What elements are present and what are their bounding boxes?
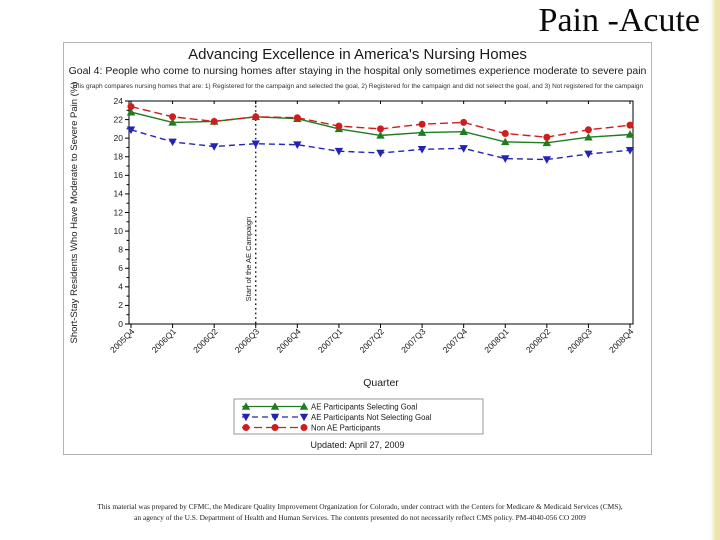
legend-label: AE Participants Selecting Goal xyxy=(311,402,417,411)
data-point xyxy=(169,113,177,121)
x-tick-label: 2005Q4 xyxy=(108,326,137,355)
x-tick-label: 2008Q1 xyxy=(482,326,511,355)
x-tick-label: 2008Q3 xyxy=(565,326,594,355)
slide-title: Pain -Acute xyxy=(538,2,700,39)
data-point xyxy=(460,118,468,126)
y-tick-label: 0 xyxy=(118,319,123,329)
data-point xyxy=(625,130,635,138)
data-point xyxy=(210,117,218,125)
x-tick-label: 2007Q1 xyxy=(316,326,345,355)
data-point xyxy=(459,127,468,135)
data-point xyxy=(625,146,635,155)
y-tick-label: 6 xyxy=(118,263,123,273)
data-point xyxy=(542,156,552,164)
data-point xyxy=(626,121,634,129)
data-point xyxy=(376,149,385,158)
y-tick-label: 10 xyxy=(114,226,124,236)
x-tick-label: 2007Q3 xyxy=(399,326,428,355)
data-point xyxy=(542,138,552,147)
data-point xyxy=(300,424,308,431)
data-point xyxy=(241,402,251,410)
x-tick-label: 2007Q4 xyxy=(441,326,470,355)
y-tick-label: 12 xyxy=(114,207,124,217)
x-tick-label: 2008Q4 xyxy=(607,326,636,355)
data-point xyxy=(168,138,177,147)
data-point xyxy=(252,113,260,121)
legend-label: Non AE Participants xyxy=(311,423,380,432)
chart-title: Advancing Excellence in America's Nursin… xyxy=(188,46,527,63)
y-tick-label: 22 xyxy=(114,114,124,124)
data-point xyxy=(271,424,279,431)
y-tick-label: 20 xyxy=(114,133,124,143)
y-tick-label: 18 xyxy=(114,152,124,162)
updated-label: Updated: April 27, 2009 xyxy=(310,440,405,450)
data-point xyxy=(251,140,260,149)
data-point xyxy=(417,128,427,136)
data-point xyxy=(335,122,343,130)
data-point xyxy=(334,147,344,156)
data-point xyxy=(270,402,280,410)
data-point xyxy=(270,413,280,422)
x-axis-title: Quarter xyxy=(363,377,399,389)
data-point xyxy=(299,402,309,410)
data-point xyxy=(501,155,510,163)
legend-label: AE Participants Not Selecting Goal xyxy=(311,413,432,422)
data-point xyxy=(299,413,309,422)
y-tick-label: 4 xyxy=(118,282,123,292)
chart-note: This graph compares nursing homes that a… xyxy=(71,83,644,90)
y-tick-label: 8 xyxy=(118,244,123,254)
data-point xyxy=(417,146,427,154)
y-tick-label: 24 xyxy=(114,96,124,106)
series-triangle-down xyxy=(126,126,635,164)
x-axis: 2005Q4 2006Q1 2006Q2 2006Q3 2006Q4 2007Q1 2007… xyxy=(108,101,636,355)
data-point xyxy=(168,118,177,126)
x-tick-label: 2008Q2 xyxy=(524,326,553,355)
x-tick-label: 2006Q1 xyxy=(150,326,179,355)
data-point xyxy=(241,413,251,422)
series-circle xyxy=(127,103,634,141)
disclaimer: This material was prepared by CFMC, the … xyxy=(0,502,720,523)
y-axis-title: Short-Stay Residents Who Have Moderate t… xyxy=(69,82,80,344)
data-point xyxy=(584,150,593,159)
x-tick-label: 2006Q2 xyxy=(191,326,220,355)
data-point xyxy=(126,107,136,116)
annotation-start-of-campaign: Start of the AE Campaign xyxy=(244,101,257,324)
data-point xyxy=(501,137,510,146)
data-point xyxy=(127,103,135,111)
campaign-start-label: Start of the AE Campaign xyxy=(244,217,253,302)
data-point xyxy=(584,132,593,141)
y-tick-label: 16 xyxy=(114,170,124,180)
disclaimer-line-1: This material was prepared by CFMC, the … xyxy=(97,502,623,511)
data-point xyxy=(209,143,219,151)
data-point xyxy=(418,120,426,128)
y-tick-label: 14 xyxy=(114,189,124,199)
data-point xyxy=(242,424,250,431)
data-point xyxy=(293,141,302,149)
disclaimer-line-2: an agency of the U.S. Department of Heal… xyxy=(134,512,586,522)
data-point xyxy=(459,145,468,153)
chart-frame: Advancing Excellence in America's Nursin… xyxy=(63,42,652,455)
data-point xyxy=(584,126,592,134)
data-point xyxy=(126,126,136,135)
data-point xyxy=(376,131,385,139)
slide-right-edge-strip xyxy=(710,0,720,540)
x-tick-label: 2006Q4 xyxy=(274,326,303,355)
data-point xyxy=(501,130,509,138)
data-point xyxy=(293,114,301,122)
data-point xyxy=(377,125,384,133)
data-point xyxy=(543,133,551,141)
x-tick-label: 2006Q3 xyxy=(233,326,262,355)
x-tick-label: 2007Q2 xyxy=(357,326,386,355)
y-tick-label: 2 xyxy=(118,300,123,310)
chart-subtitle: Goal 4: People who come to nursing homes… xyxy=(68,65,647,77)
legend: AE Participants Selecting Goal AE Partici… xyxy=(233,398,484,435)
